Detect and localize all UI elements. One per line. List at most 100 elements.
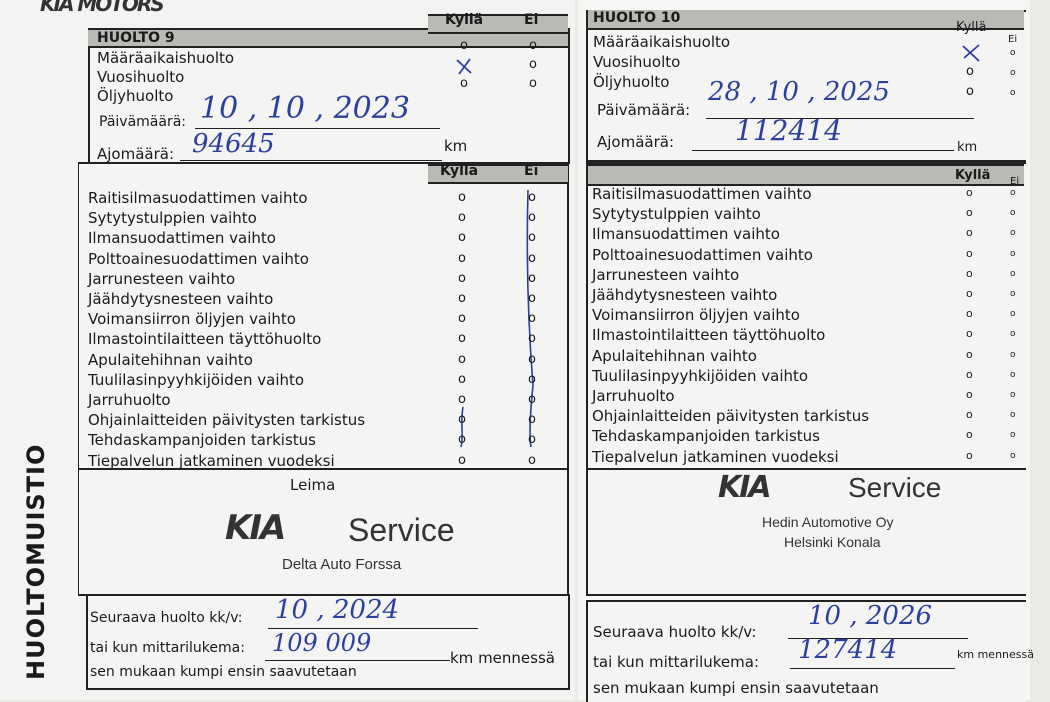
no-circle[interactable]: o	[1010, 208, 1016, 219]
no-circle[interactable]: o	[1010, 88, 1016, 98]
checklist-item: Polttoainesuodattimen vaihto	[88, 249, 309, 268]
yes-circle[interactable]: o	[458, 210, 466, 226]
no-circle[interactable]: o	[528, 432, 536, 448]
yes-circle[interactable]: o	[966, 428, 973, 442]
next-km-value[interactable]: 109 009	[272, 629, 372, 657]
no-circle[interactable]: o	[528, 270, 536, 286]
no-circle[interactable]: o	[529, 38, 537, 53]
yes-circle[interactable]: o	[458, 190, 466, 205]
odometer-label: tai kun mittarilukema:	[593, 653, 759, 671]
col-header-band	[428, 14, 568, 34]
date-label: Päivämäärä:	[597, 101, 691, 119]
yes-circle[interactable]: o	[966, 226, 973, 240]
yes-circle[interactable]: o	[458, 371, 466, 387]
yes-circle[interactable]: o	[458, 311, 466, 327]
no-circle[interactable]: o	[1010, 450, 1016, 461]
no-circle[interactable]: o	[528, 412, 536, 428]
yes-circle[interactable]: o	[458, 452, 466, 468]
whichever-text: sen mukaan kumpi ensin saavutetaan	[90, 664, 357, 680]
checklist-item: Jäähdytysnesteen vaihto	[88, 290, 274, 308]
stamp-label: Leima	[290, 476, 336, 494]
no-circle[interactable]: o	[528, 452, 536, 468]
yes-circle[interactable]: o	[458, 291, 466, 306]
yes-circle[interactable]: o	[966, 388, 973, 401]
yes-circle[interactable]: o	[966, 84, 974, 99]
no-circle[interactable]: o	[1010, 68, 1016, 78]
mileage-value[interactable]: 112414	[735, 114, 842, 147]
col-no: Ei	[1010, 176, 1020, 187]
no-circle[interactable]: o	[1010, 248, 1016, 259]
yes-circle[interactable]: o	[458, 392, 466, 407]
yes-circle[interactable]: o	[966, 448, 973, 462]
yes-circle[interactable]: o	[458, 250, 466, 266]
next-service	[586, 600, 1026, 702]
col-yes: Kyllä	[445, 12, 484, 28]
no-circle[interactable]: o	[528, 190, 536, 205]
next-date-line	[788, 638, 968, 639]
checklist-item: Voimansiirron öljyjen vaihto	[88, 310, 296, 329]
no-circle[interactable]: o	[1010, 228, 1016, 239]
no-circle[interactable]: o	[1010, 329, 1016, 340]
checklist-item: Ohjainlaitteiden päivitysten tarkistus	[88, 411, 366, 430]
yes-circle[interactable]: o	[458, 230, 466, 246]
checklist-item: Ilmastointilaitteen täyttöhuolto	[592, 326, 826, 345]
no-circle[interactable]: o	[1010, 289, 1016, 299]
no-circle[interactable]: o	[528, 331, 536, 347]
next-date-value[interactable]: 10 , 2024	[275, 595, 400, 625]
yes-circle[interactable]: o	[966, 64, 974, 79]
no-circle[interactable]: o	[1010, 369, 1016, 380]
yes-circle[interactable]: o	[966, 367, 973, 381]
next-date-value[interactable]: 10 , 2026	[808, 601, 933, 631]
huolto-9-header	[88, 30, 568, 48]
no-circle[interactable]: o	[528, 311, 536, 327]
date-value[interactable]: 28 , 10 , 2025	[708, 77, 890, 107]
col-no: Ei	[524, 163, 539, 179]
no-circle[interactable]: o	[528, 230, 536, 246]
yes-circle[interactable]: o	[460, 38, 468, 53]
checklist-item: Jarrunesteen vaihto	[88, 269, 236, 288]
no-circle[interactable]: o	[1010, 349, 1016, 360]
checklist-header	[428, 164, 568, 184]
mileage-value[interactable]: 94645	[192, 129, 275, 159]
checklist-item: Ilmastointilaitteen täyttöhuolto	[88, 330, 322, 349]
stamp-service: Service	[848, 472, 942, 503]
no-circle[interactable]: o	[1010, 309, 1016, 320]
yes-circle[interactable]: o	[458, 270, 466, 286]
no-circle[interactable]: o	[528, 371, 536, 387]
yes-circle[interactable]: o	[458, 351, 466, 367]
yes-circle[interactable]: o	[966, 307, 973, 321]
yes-circle[interactable]: o	[458, 432, 466, 448]
checklist-item: Polttoainesuodattimen vaihto	[592, 245, 813, 264]
yes-circle[interactable]: o	[966, 347, 973, 361]
no-circle[interactable]: o	[529, 57, 537, 72]
km-unit: km	[957, 140, 978, 155]
no-circle[interactable]: o	[528, 250, 536, 266]
yes-circle[interactable]: o	[966, 408, 973, 422]
huolto-10-header	[588, 10, 1024, 30]
yes-circle[interactable]: o	[966, 287, 973, 300]
no-circle[interactable]: o	[1010, 410, 1016, 421]
no-circle[interactable]: o	[528, 291, 536, 306]
yes-circle[interactable]: o	[966, 186, 973, 199]
yes-circle[interactable]: o	[460, 76, 468, 91]
check-mark-icon	[456, 58, 472, 75]
yes-circle[interactable]: o	[966, 327, 973, 341]
date-label: Päivämäärä:	[99, 114, 186, 130]
no-circle[interactable]: o	[529, 76, 537, 91]
yes-circle[interactable]: o	[458, 331, 466, 347]
no-circle[interactable]: o	[528, 351, 536, 367]
yes-circle[interactable]: o	[458, 412, 466, 428]
no-circle[interactable]: o	[1010, 268, 1016, 279]
no-circle[interactable]: o	[528, 210, 536, 226]
no-circle[interactable]: o	[1010, 390, 1016, 400]
yes-circle[interactable]: o	[966, 206, 973, 220]
no-circle[interactable]: o	[1010, 188, 1016, 198]
yes-circle[interactable]: o	[966, 266, 973, 280]
no-circle[interactable]: o	[1010, 48, 1016, 58]
date-value[interactable]: 10 , 10 , 2023	[200, 91, 410, 126]
no-circle[interactable]: o	[1010, 430, 1016, 441]
no-circle[interactable]: o	[528, 392, 536, 407]
next-km-value[interactable]: 127414	[798, 635, 898, 665]
km-by: km mennessä	[957, 648, 1034, 661]
yes-circle[interactable]: o	[966, 246, 973, 260]
